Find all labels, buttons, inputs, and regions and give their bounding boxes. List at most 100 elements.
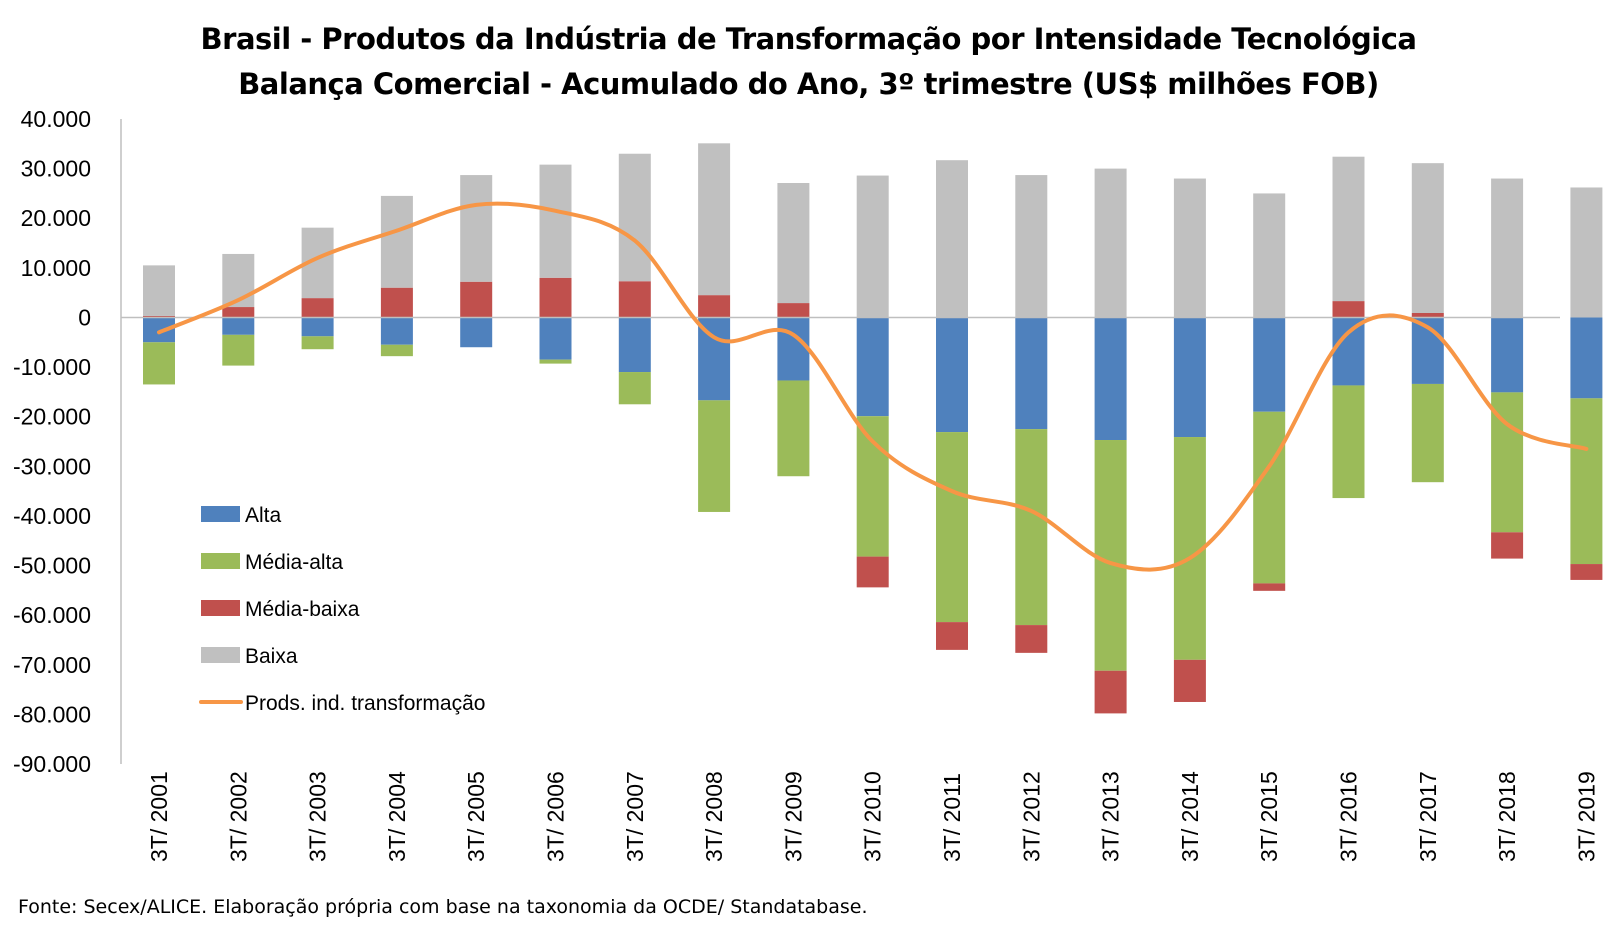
y-tick-label: 10.000 bbox=[21, 255, 91, 281]
x-tick-label: 3T/ 2012 bbox=[1018, 771, 1044, 862]
bar-m-dia-baixa bbox=[380, 287, 413, 318]
y-tick-label: -60.000 bbox=[13, 602, 91, 628]
bar-m-dia-alta bbox=[698, 400, 731, 512]
bar-m-dia-baixa bbox=[1173, 659, 1206, 702]
bar-m-dia-baixa bbox=[1253, 583, 1286, 591]
x-tick-label: 3T/ 2007 bbox=[622, 771, 648, 862]
bar-m-dia-alta bbox=[301, 336, 334, 350]
bar-m-dia-alta bbox=[1411, 383, 1444, 483]
bar-m-dia-alta bbox=[380, 344, 413, 357]
y-tick-label: 30.000 bbox=[21, 156, 91, 182]
bar-baixa bbox=[618, 153, 651, 282]
bar-baixa bbox=[1015, 175, 1048, 318]
chart-title: Brasil - Produtos da Indústria de Transf… bbox=[200, 22, 1417, 56]
legend-label: Baixa bbox=[245, 645, 298, 668]
x-tick-label: 3T/ 2015 bbox=[1256, 771, 1282, 862]
bar-baixa bbox=[936, 160, 968, 318]
x-tick-label: 3T/ 2014 bbox=[1177, 771, 1203, 862]
x-tick-label: 3T/ 2011 bbox=[939, 773, 965, 862]
bar-alta bbox=[380, 317, 413, 345]
legend: Alta Média-alta Média-baixa Baixa Prods. ind… bbox=[199, 504, 485, 715]
y-tick-label: -80.000 bbox=[13, 701, 91, 727]
x-tick-label: 3T/ 2018 bbox=[1494, 771, 1520, 862]
x-tick-label: 3T/ 2003 bbox=[305, 771, 331, 862]
x-tick-label: 3T/ 2016 bbox=[1336, 771, 1362, 862]
bar-m-dia-baixa bbox=[936, 622, 968, 650]
bar-baixa bbox=[143, 265, 175, 316]
bar-m-dia-baixa bbox=[618, 281, 651, 318]
y-tick-label: 20.000 bbox=[21, 205, 91, 231]
bar-alta bbox=[1094, 317, 1127, 441]
bar-alta bbox=[1570, 317, 1603, 399]
bar-m-dia-baixa bbox=[222, 307, 255, 318]
line-prods-ind-transformacao bbox=[157, 201, 1589, 572]
bar-baixa bbox=[539, 164, 572, 278]
source-note: Fonte: Secex/ALICE. Elaboração própria c… bbox=[18, 896, 868, 918]
x-tick-label: 3T/ 2017 bbox=[1415, 771, 1441, 862]
bar-baixa bbox=[1411, 163, 1444, 313]
line-layer bbox=[157, 201, 1589, 572]
bar-alta bbox=[460, 317, 493, 348]
x-tick-label: 3T/ 2013 bbox=[1098, 771, 1124, 862]
bar-alta bbox=[618, 317, 651, 373]
x-tick-label: 3T/ 2005 bbox=[463, 771, 489, 862]
bar-m-dia-baixa bbox=[856, 556, 889, 588]
bar-m-dia-alta bbox=[777, 380, 810, 477]
legend-swatch bbox=[201, 506, 240, 522]
bar-m-dia-alta bbox=[1094, 440, 1127, 671]
bar-m-dia-baixa bbox=[1570, 564, 1603, 580]
y-tick-label: 0 bbox=[78, 304, 91, 330]
bar-baixa bbox=[1491, 178, 1524, 318]
bar-m-dia-baixa bbox=[301, 298, 334, 318]
bar-baixa bbox=[380, 195, 413, 288]
bar-m-dia-baixa bbox=[1332, 301, 1365, 318]
legend-label: Prods. ind. transformação bbox=[245, 692, 485, 715]
bar-alta bbox=[777, 317, 810, 381]
bar-m-dia-alta bbox=[222, 334, 255, 366]
bar-alta bbox=[1332, 317, 1365, 386]
axes-layer: 40.000 30.000 20.000 10.000 0 -10.000 -20.000 -… bbox=[13, 106, 1599, 862]
bar-baixa bbox=[856, 175, 889, 318]
bar-m-dia-baixa bbox=[1411, 312, 1444, 318]
x-tick-label: 3T/ 2006 bbox=[543, 771, 569, 862]
x-tick-label: 3T/ 2009 bbox=[780, 771, 806, 862]
x-tick-label: 3T/ 2010 bbox=[860, 771, 886, 862]
bar-baixa bbox=[1173, 178, 1206, 318]
x-tick-label: 3T/ 2002 bbox=[225, 771, 251, 862]
bar-baixa bbox=[460, 175, 493, 282]
y-tick-label: 40.000 bbox=[21, 106, 91, 132]
y-tick-label: -50.000 bbox=[13, 553, 91, 579]
bar-m-dia-baixa bbox=[1094, 670, 1127, 714]
bar-baixa bbox=[698, 143, 731, 296]
x-tick-label: 3T/ 2019 bbox=[1573, 771, 1599, 862]
y-tick-label: -90.000 bbox=[13, 751, 91, 777]
x-tick-label: 3T/ 2004 bbox=[384, 771, 410, 862]
bar-m-dia-alta bbox=[618, 372, 651, 405]
bar-m-dia-alta bbox=[143, 342, 175, 385]
legend-swatch bbox=[201, 600, 240, 616]
bar-m-dia-baixa bbox=[539, 277, 572, 318]
bar-m-dia-baixa bbox=[777, 303, 810, 318]
bar-m-dia-alta bbox=[856, 416, 889, 557]
x-tick-label: 3T/ 2001 bbox=[146, 771, 172, 862]
bar-baixa bbox=[1253, 193, 1286, 318]
legend-swatch bbox=[201, 553, 240, 569]
bar-baixa bbox=[1332, 156, 1365, 302]
bar-baixa bbox=[1094, 168, 1127, 318]
y-tick-label: -20.000 bbox=[13, 404, 91, 430]
y-tick-label: -10.000 bbox=[13, 354, 91, 380]
bar-alta bbox=[1253, 317, 1286, 412]
legend-swatch bbox=[201, 647, 240, 663]
bar-alta bbox=[222, 317, 255, 335]
x-tick-label: 3T/ 2008 bbox=[701, 771, 727, 862]
bars-layer bbox=[143, 143, 1603, 714]
bar-m-dia-baixa bbox=[1491, 532, 1524, 559]
bar-alta bbox=[301, 317, 334, 337]
legend-label: Média-baixa bbox=[245, 598, 360, 621]
bar-alta bbox=[936, 317, 968, 433]
bar-m-dia-alta bbox=[1332, 385, 1365, 499]
bar-m-dia-alta bbox=[1570, 398, 1603, 565]
legend-label: Média-alta bbox=[245, 551, 343, 574]
y-tick-label: -70.000 bbox=[13, 652, 91, 678]
